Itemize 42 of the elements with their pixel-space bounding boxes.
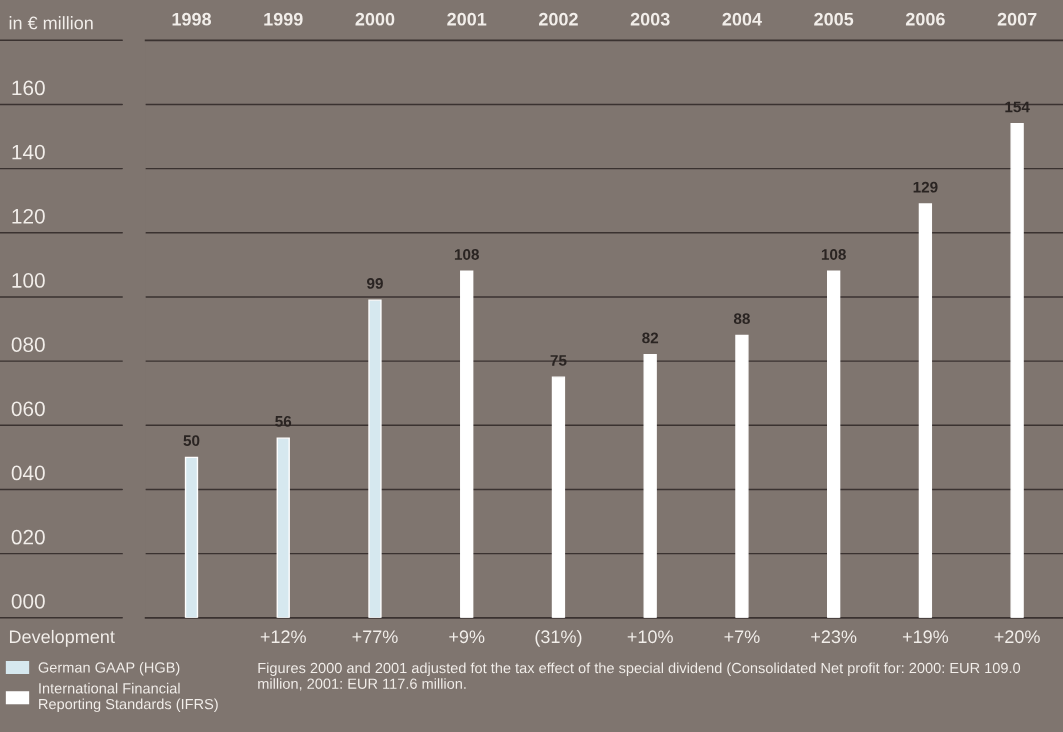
data-label: 75 [550, 355, 567, 366]
x-tick-label: 1999 [264, 12, 303, 26]
x-tick-label: 2004 [722, 12, 762, 26]
y-tick-label: 000 [11, 593, 45, 609]
y-tick-label: 080 [11, 337, 45, 352]
y-tick-label: 060 [11, 401, 45, 417]
data-label: 129 [913, 181, 938, 193]
y-tick-label: 160 [12, 80, 45, 96]
text: +23% [811, 630, 857, 644]
data-label: 50 [183, 435, 200, 447]
text: Development [9, 629, 115, 647]
legend-label: German GAAP (HGB) [38, 661, 180, 676]
y-tick-label: 100 [12, 273, 45, 288]
legend-label: International Financial Reporting Standards (IFRS) [39, 682, 218, 713]
text: +20% [994, 630, 1040, 644]
y-tick-label: 120 [12, 208, 45, 224]
x-tick-label: 1998 [172, 12, 212, 26]
data-label: 99 [367, 277, 383, 289]
data-label: 108 [454, 249, 479, 260]
y-axis-title: in € million [9, 16, 93, 30]
text: +12% [260, 630, 306, 644]
y-tick-label: 020 [11, 529, 45, 545]
y-tick-label: 040 [11, 465, 45, 481]
text: Figures 2000 and 2001 adjusted fot the tax effect of the special dividend (Consolidated Net profit for: 2000: EUR 109.0 million, 2001: EUR 117.6 million. [258, 662, 1021, 691]
text: +10% [627, 630, 673, 644]
x-tick-label: 2001 [447, 12, 487, 26]
text: (31%) [535, 629, 582, 647]
data-label: 88 [733, 313, 750, 325]
data-label: 108 [821, 249, 846, 260]
data-label: 56 [275, 415, 292, 427]
x-tick-label: 2002 [538, 12, 578, 26]
text: +7% [724, 630, 760, 644]
text: +77% [352, 630, 398, 644]
text: +9% [449, 630, 485, 644]
x-tick-label: 2000 [355, 12, 395, 26]
x-tick-label: 2003 [630, 12, 670, 26]
x-tick-label: 2006 [905, 12, 945, 26]
x-tick-label: 2007 [997, 12, 1037, 26]
text: +19% [902, 630, 949, 644]
data-label: 82 [642, 332, 659, 344]
x-tick-label: 2005 [814, 12, 854, 26]
y-tick-label: 140 [12, 144, 45, 160]
